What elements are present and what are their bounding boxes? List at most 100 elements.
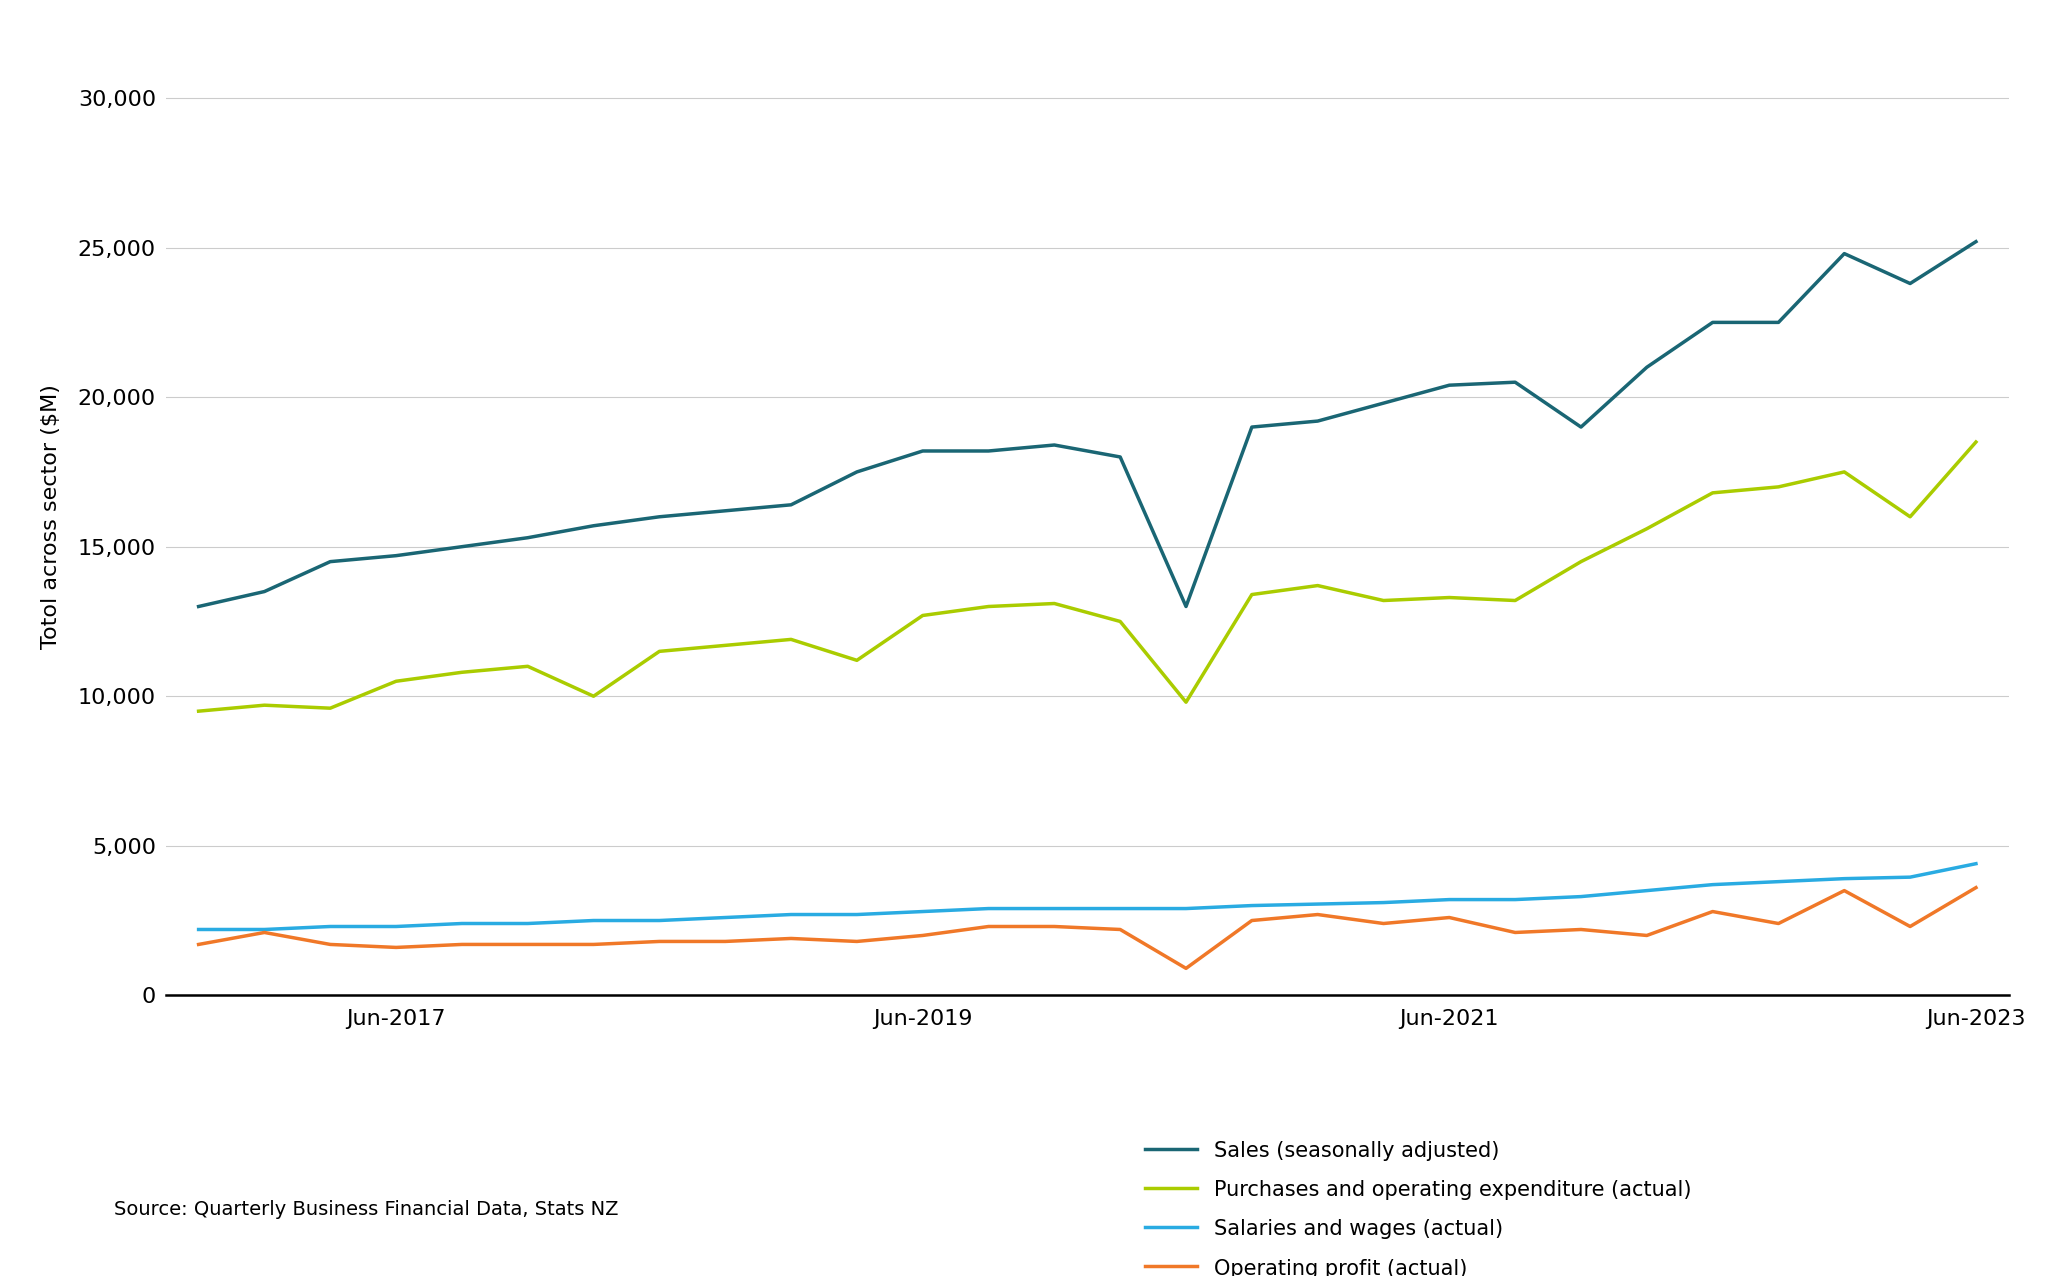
Operating profit (actual) <box>1371 916 1396 931</box>
Sales (seasonally adjusted) <box>1437 378 1462 393</box>
Sales (seasonally adjusted) <box>911 443 936 458</box>
Operating profit (actual) <box>449 937 474 952</box>
Salaries and wages (actual) <box>317 919 342 934</box>
Sales (seasonally adjusted) <box>1108 449 1133 464</box>
Purchases and operating expenditure (actual) <box>253 698 278 713</box>
Salaries and wages (actual) <box>779 907 804 923</box>
Purchases and operating expenditure (actual) <box>1174 694 1199 709</box>
Salaries and wages (actual) <box>1897 869 1922 884</box>
Line: Purchases and operating expenditure (actual): Purchases and operating expenditure (act… <box>199 441 1976 711</box>
Operating profit (actual) <box>911 928 936 943</box>
Salaries and wages (actual) <box>383 919 408 934</box>
Operating profit (actual) <box>317 937 342 952</box>
Purchases and operating expenditure (actual) <box>449 665 474 680</box>
Operating profit (actual) <box>779 930 804 946</box>
Purchases and operating expenditure (actual) <box>516 658 541 674</box>
Text: Source: Quarterly Business Financial Data, Stats NZ: Source: Quarterly Business Financial Dat… <box>114 1199 619 1219</box>
Line: Operating profit (actual): Operating profit (actual) <box>199 888 1976 968</box>
Purchases and operating expenditure (actual) <box>383 674 408 689</box>
Purchases and operating expenditure (actual) <box>186 703 211 718</box>
Salaries and wages (actual) <box>1238 898 1263 914</box>
Purchases and operating expenditure (actual) <box>582 689 607 704</box>
Sales (seasonally adjusted) <box>1042 438 1067 453</box>
Sales (seasonally adjusted) <box>1238 420 1263 435</box>
Salaries and wages (actual) <box>1504 892 1528 907</box>
Operating profit (actual) <box>1634 928 1659 943</box>
Purchases and operating expenditure (actual) <box>1897 509 1922 524</box>
Operating profit (actual) <box>1700 903 1725 919</box>
Sales (seasonally adjusted) <box>1305 413 1330 429</box>
Line: Sales (seasonally adjusted): Sales (seasonally adjusted) <box>199 241 1976 606</box>
Sales (seasonally adjusted) <box>779 498 804 513</box>
Purchases and operating expenditure (actual) <box>1833 464 1858 480</box>
Operating profit (actual) <box>1897 919 1922 934</box>
Sales (seasonally adjusted) <box>317 554 342 569</box>
Sales (seasonally adjusted) <box>1897 276 1922 291</box>
Salaries and wages (actual) <box>1833 872 1858 887</box>
Purchases and operating expenditure (actual) <box>845 652 870 669</box>
Sales (seasonally adjusted) <box>1568 420 1593 435</box>
Salaries and wages (actual) <box>1963 856 1988 872</box>
Operating profit (actual) <box>253 925 278 940</box>
Operating profit (actual) <box>383 939 408 954</box>
Operating profit (actual) <box>1305 907 1330 923</box>
Salaries and wages (actual) <box>975 901 1000 916</box>
Salaries and wages (actual) <box>582 912 607 928</box>
Salaries and wages (actual) <box>1767 874 1791 889</box>
Salaries and wages (actual) <box>712 910 737 925</box>
Sales (seasonally adjusted) <box>845 464 870 480</box>
Salaries and wages (actual) <box>1634 883 1659 898</box>
Sales (seasonally adjusted) <box>253 584 278 600</box>
Sales (seasonally adjusted) <box>186 598 211 614</box>
Sales (seasonally adjusted) <box>516 530 541 545</box>
Salaries and wages (actual) <box>1174 901 1199 916</box>
Operating profit (actual) <box>1238 912 1263 928</box>
Sales (seasonally adjusted) <box>449 538 474 554</box>
Operating profit (actual) <box>516 937 541 952</box>
Purchases and operating expenditure (actual) <box>975 598 1000 614</box>
Sales (seasonally adjusted) <box>1371 396 1396 411</box>
Salaries and wages (actual) <box>1108 901 1133 916</box>
Operating profit (actual) <box>646 934 671 949</box>
Legend: Sales (seasonally adjusted), Purchases and operating expenditure (actual), Salar: Sales (seasonally adjusted), Purchases a… <box>1135 1131 1702 1276</box>
Sales (seasonally adjusted) <box>1833 246 1858 262</box>
Purchases and operating expenditure (actual) <box>1504 593 1528 609</box>
Operating profit (actual) <box>1437 910 1462 925</box>
Sales (seasonally adjusted) <box>712 503 737 518</box>
Salaries and wages (actual) <box>845 907 870 923</box>
Sales (seasonally adjusted) <box>1504 375 1528 390</box>
Salaries and wages (actual) <box>186 921 211 937</box>
Purchases and operating expenditure (actual) <box>1305 578 1330 593</box>
Salaries and wages (actual) <box>449 916 474 931</box>
Sales (seasonally adjusted) <box>1767 315 1791 330</box>
Purchases and operating expenditure (actual) <box>779 632 804 647</box>
Salaries and wages (actual) <box>1305 897 1330 912</box>
Operating profit (actual) <box>975 919 1000 934</box>
Purchases and operating expenditure (actual) <box>1108 614 1133 629</box>
Purchases and operating expenditure (actual) <box>1568 554 1593 569</box>
Purchases and operating expenditure (actual) <box>712 638 737 653</box>
Operating profit (actual) <box>582 937 607 952</box>
Purchases and operating expenditure (actual) <box>1963 434 1988 449</box>
Salaries and wages (actual) <box>253 921 278 937</box>
Purchases and operating expenditure (actual) <box>646 643 671 658</box>
Operating profit (actual) <box>845 934 870 949</box>
Operating profit (actual) <box>1568 921 1593 937</box>
Operating profit (actual) <box>1108 921 1133 937</box>
Sales (seasonally adjusted) <box>1963 234 1988 249</box>
Purchases and operating expenditure (actual) <box>1238 587 1263 602</box>
Operating profit (actual) <box>1042 919 1067 934</box>
Salaries and wages (actual) <box>516 916 541 931</box>
Purchases and operating expenditure (actual) <box>1371 593 1396 609</box>
Purchases and operating expenditure (actual) <box>911 607 936 623</box>
Sales (seasonally adjusted) <box>1174 598 1199 614</box>
Y-axis label: Totol across sector ($M): Totol across sector ($M) <box>41 384 62 649</box>
Operating profit (actual) <box>1174 961 1199 976</box>
Line: Salaries and wages (actual): Salaries and wages (actual) <box>199 864 1976 929</box>
Operating profit (actual) <box>186 937 211 952</box>
Salaries and wages (actual) <box>1042 901 1067 916</box>
Purchases and operating expenditure (actual) <box>1767 480 1791 495</box>
Salaries and wages (actual) <box>1371 894 1396 910</box>
Operating profit (actual) <box>712 934 737 949</box>
Salaries and wages (actual) <box>911 903 936 919</box>
